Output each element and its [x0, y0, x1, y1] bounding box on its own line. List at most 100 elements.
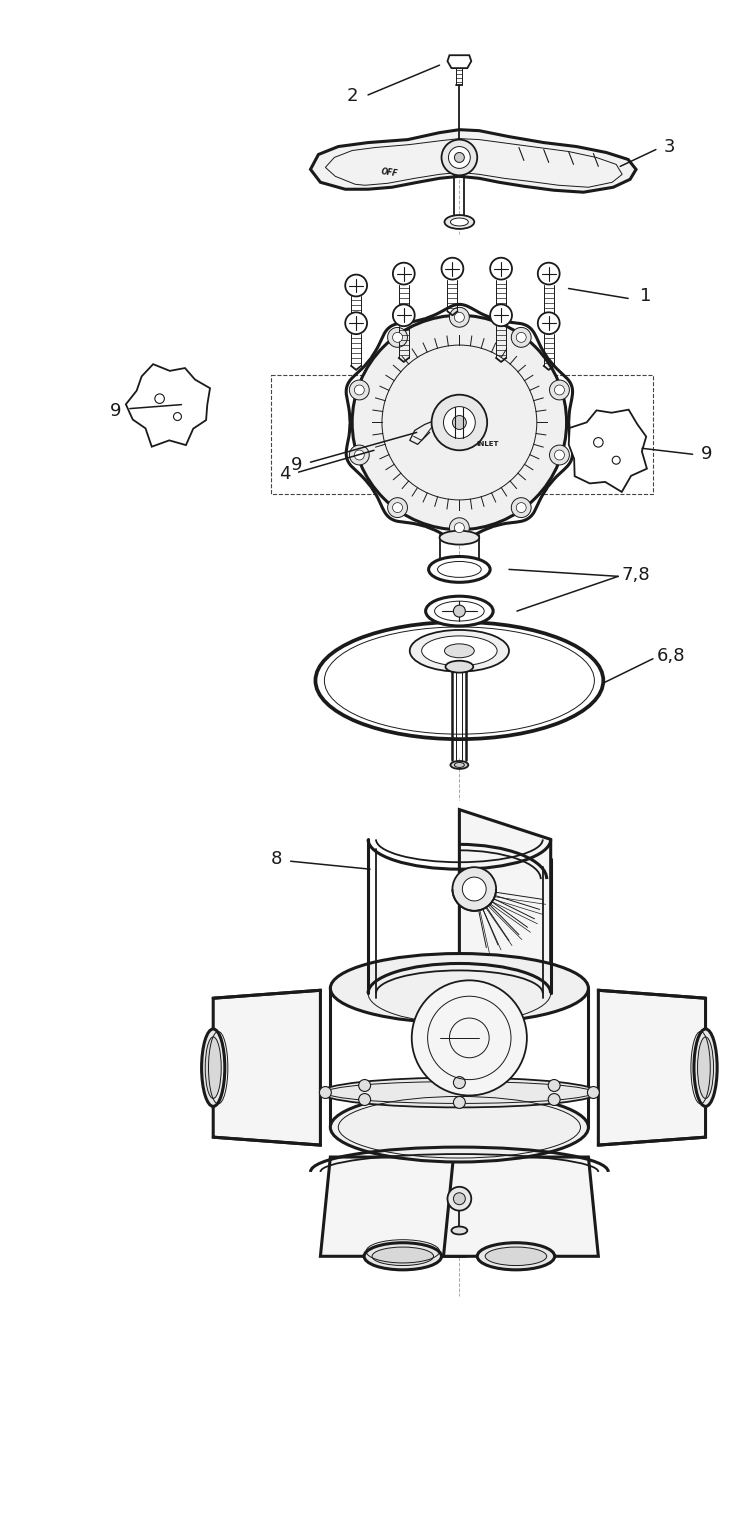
Ellipse shape [429, 556, 490, 582]
Ellipse shape [450, 218, 468, 226]
Circle shape [447, 1186, 472, 1210]
Ellipse shape [478, 1242, 555, 1270]
Circle shape [490, 258, 512, 280]
Text: 9: 9 [291, 456, 302, 474]
Bar [271, 374, 653, 494]
Text: 7,8: 7,8 [622, 567, 650, 585]
Circle shape [462, 877, 487, 901]
Circle shape [517, 503, 526, 512]
Ellipse shape [698, 1036, 714, 1098]
Circle shape [454, 312, 464, 323]
Circle shape [548, 1094, 560, 1106]
Ellipse shape [372, 1247, 434, 1265]
Circle shape [359, 1094, 371, 1106]
Ellipse shape [422, 636, 497, 665]
Circle shape [538, 262, 559, 285]
Circle shape [393, 305, 414, 326]
Polygon shape [569, 409, 647, 492]
Circle shape [453, 604, 465, 617]
Circle shape [453, 867, 496, 911]
Circle shape [412, 980, 527, 1095]
Ellipse shape [426, 597, 493, 626]
Circle shape [441, 258, 463, 280]
Circle shape [453, 1192, 465, 1204]
Text: 1: 1 [640, 288, 652, 306]
Text: OFF: OFF [381, 167, 399, 177]
Circle shape [612, 456, 620, 464]
Ellipse shape [330, 953, 588, 1023]
Ellipse shape [444, 644, 475, 658]
Text: 6,8: 6,8 [656, 647, 685, 665]
Circle shape [550, 380, 569, 400]
Circle shape [441, 139, 478, 176]
Circle shape [517, 332, 526, 342]
Circle shape [453, 415, 466, 429]
Circle shape [345, 274, 367, 297]
Ellipse shape [202, 1029, 225, 1106]
Circle shape [444, 406, 475, 438]
Ellipse shape [451, 1227, 467, 1235]
Ellipse shape [694, 1029, 717, 1106]
Ellipse shape [205, 1036, 221, 1098]
Ellipse shape [435, 601, 484, 621]
Polygon shape [459, 809, 550, 1023]
Circle shape [554, 385, 565, 395]
Ellipse shape [450, 761, 468, 770]
Text: 8: 8 [271, 850, 283, 868]
Circle shape [593, 438, 603, 447]
Circle shape [511, 498, 531, 518]
Polygon shape [126, 364, 210, 447]
Circle shape [354, 450, 364, 461]
Circle shape [387, 327, 408, 347]
Circle shape [454, 153, 464, 162]
Circle shape [511, 327, 531, 347]
Circle shape [155, 394, 165, 403]
Circle shape [453, 1097, 465, 1109]
Ellipse shape [485, 1247, 547, 1265]
Ellipse shape [330, 1092, 588, 1162]
Circle shape [359, 1080, 371, 1091]
Ellipse shape [444, 215, 475, 229]
Ellipse shape [320, 1077, 599, 1107]
Circle shape [453, 1077, 465, 1089]
Circle shape [350, 380, 369, 400]
Ellipse shape [364, 1242, 441, 1270]
Circle shape [350, 445, 369, 465]
Circle shape [490, 305, 512, 326]
Polygon shape [320, 1157, 485, 1256]
Circle shape [345, 312, 367, 335]
Polygon shape [214, 991, 320, 1145]
Text: 2: 2 [347, 86, 358, 105]
Ellipse shape [445, 661, 473, 673]
Circle shape [354, 385, 364, 395]
Circle shape [393, 503, 402, 512]
Ellipse shape [454, 762, 464, 768]
Polygon shape [599, 991, 705, 1145]
Text: 4: 4 [279, 465, 290, 483]
Circle shape [554, 450, 565, 461]
Ellipse shape [439, 530, 479, 544]
Text: INLET: INLET [476, 441, 499, 447]
Circle shape [432, 395, 487, 450]
Ellipse shape [410, 630, 509, 671]
Circle shape [352, 315, 566, 530]
Text: 9: 9 [701, 445, 712, 464]
Circle shape [450, 308, 469, 327]
Circle shape [387, 498, 408, 518]
Circle shape [550, 445, 569, 465]
Circle shape [393, 332, 402, 342]
Circle shape [454, 523, 464, 533]
Circle shape [393, 262, 414, 285]
Circle shape [448, 147, 470, 168]
Circle shape [450, 518, 469, 538]
Text: 9: 9 [111, 401, 122, 420]
Polygon shape [447, 55, 472, 68]
Polygon shape [311, 130, 636, 192]
Circle shape [548, 1080, 560, 1091]
Circle shape [320, 1086, 332, 1098]
Text: 3: 3 [664, 138, 675, 156]
Circle shape [538, 312, 559, 335]
Polygon shape [444, 1157, 599, 1256]
Circle shape [587, 1086, 599, 1098]
Circle shape [174, 412, 181, 421]
